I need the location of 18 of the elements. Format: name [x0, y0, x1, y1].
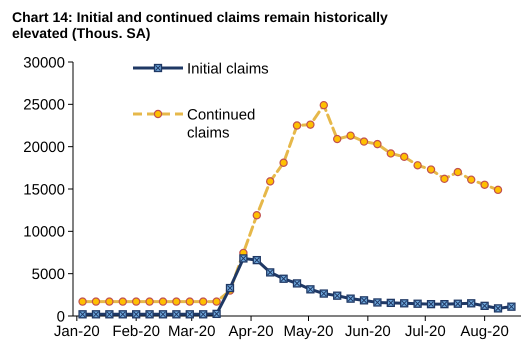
legend-label: Initial claims — [187, 60, 269, 78]
x-tick-label: Aug-20 — [460, 323, 509, 340]
x-tick-label: Mar-20 — [168, 323, 216, 340]
y-tick-label: 20000 — [23, 138, 65, 156]
y-tick-label: 30000 — [23, 54, 65, 72]
x-tick-label: Feb-20 — [112, 323, 160, 340]
x-tick-label: Jan-20 — [54, 323, 100, 340]
x-tick-label: Apr-20 — [228, 323, 274, 340]
y-tick-label: 10000 — [23, 224, 65, 241]
y-tick-label: 5000 — [32, 266, 65, 283]
y-tick-label: 15000 — [23, 181, 65, 198]
y-tick-label: 0 — [56, 308, 65, 326]
x-tick-label: Jul-20 — [404, 323, 446, 340]
x-tick-label: May-20 — [283, 323, 334, 340]
y-tick-label: 25000 — [23, 96, 65, 114]
legend-label: Continued claims — [187, 106, 256, 142]
x-tick-label: Jun-20 — [344, 323, 391, 340]
chart-title: Chart 14: Initial and continued claims remain historically elevated (Thous. SA) — [12, 9, 388, 41]
